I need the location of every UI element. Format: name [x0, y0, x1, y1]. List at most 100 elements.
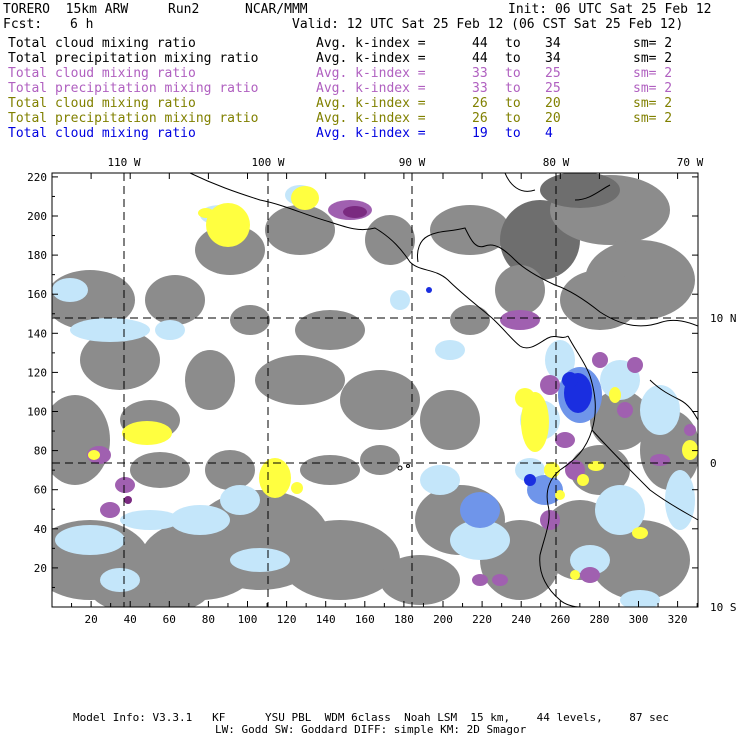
legend-row: Total cloud mixing ratio Avg. k-index = 19…	[8, 126, 728, 141]
fcst-label: Fcst:	[3, 17, 43, 32]
field-blob	[577, 474, 589, 486]
legend-to: 25	[545, 66, 561, 81]
field-blob	[527, 475, 563, 505]
x-tick-label: 60	[163, 613, 176, 626]
legend-sm: sm= 2	[633, 36, 673, 51]
lon-label: 80 W	[543, 156, 570, 169]
field-blob	[198, 208, 214, 218]
y-tick-label: 220	[27, 171, 47, 184]
legend-to-word: to	[505, 36, 521, 51]
field-blob	[632, 527, 648, 539]
legend-row: Total cloud mixing ratio Avg. k-index = 26…	[8, 96, 728, 111]
field-blob	[560, 270, 640, 330]
cloud-fields	[52, 173, 698, 607]
x-tick-label: 300	[629, 613, 649, 626]
field-blob	[555, 432, 575, 448]
lon-label: 110 W	[107, 156, 140, 169]
legend-from: 33	[472, 81, 488, 96]
galapagos-island	[397, 465, 403, 471]
coastline	[189, 173, 569, 349]
legend-to-word: to	[505, 111, 521, 126]
field-blob	[590, 390, 650, 450]
legend-to: 34	[545, 36, 561, 51]
legend-field: Total cloud mixing ratio	[8, 66, 196, 81]
field-blob	[70, 318, 150, 342]
field-blob	[55, 525, 125, 555]
coastlines	[189, 173, 698, 607]
field-blob	[100, 502, 120, 518]
lat-label: 10 N	[710, 312, 737, 325]
field-blob	[206, 203, 250, 247]
coastline	[417, 227, 698, 327]
legend-index: Avg. k-index =	[316, 96, 426, 111]
coastline	[539, 335, 596, 607]
field-blob	[170, 505, 230, 535]
field-blob	[562, 372, 578, 388]
legend-to-word: to	[505, 66, 521, 81]
legend-field: Total cloud mixing ratio	[8, 126, 196, 141]
y-tick-label: 140	[27, 327, 47, 340]
field-blob	[540, 375, 560, 395]
field-blob	[220, 485, 260, 515]
x-tick-label: 260	[550, 613, 570, 626]
legend-field: Total precipitation mixing ratio	[8, 51, 259, 66]
coastline	[504, 173, 536, 192]
field-blob	[380, 555, 460, 605]
lon-label: 90 W	[399, 156, 426, 169]
legend-to: 4	[545, 126, 553, 141]
map-frame	[51, 172, 699, 608]
x-tick-label: 20	[84, 613, 97, 626]
field-blob	[291, 482, 303, 494]
x-tick-label: 120	[277, 613, 297, 626]
init-time: Init: 06 UTC Sat 25 Feb 12	[508, 2, 712, 17]
field-blob	[495, 265, 545, 315]
field-blob	[620, 590, 660, 607]
legend-row: Total cloud mixing ratio Avg. k-index = 44…	[8, 36, 728, 51]
legend-to: 20	[545, 111, 561, 126]
field-blob	[52, 395, 110, 485]
x-tick-label: 80	[202, 613, 215, 626]
legend-from: 44	[472, 51, 488, 66]
y-tick-label: 200	[27, 210, 47, 223]
legend-to-word: to	[505, 51, 521, 66]
x-tick-label: 160	[355, 613, 375, 626]
field-blob	[640, 385, 680, 435]
field-blob	[540, 173, 620, 208]
x-tick-label: 100	[238, 613, 258, 626]
coastline	[591, 429, 698, 521]
field-blob	[595, 485, 645, 535]
footer-physics-info: LW: Godd SW: Goddard DIFF: simple KM: 2D…	[215, 723, 527, 736]
field-blob	[515, 388, 535, 408]
field-blob	[300, 455, 360, 485]
field-blob	[430, 205, 510, 255]
legend-field: Total precipitation mixing ratio	[8, 81, 259, 96]
x-tick-label: 240	[511, 613, 531, 626]
field-blob	[450, 305, 490, 335]
field-blob	[426, 287, 432, 293]
valid-time: Valid: 12 UTC Sat 25 Feb 12 (06 CST Sat …	[292, 17, 684, 32]
galapagos-island	[406, 464, 410, 468]
x-tick-label: 140	[316, 613, 336, 626]
coastline	[649, 379, 698, 421]
field-blob	[100, 568, 140, 592]
legend-field: Total precipitation mixing ratio	[8, 111, 259, 126]
field-blob	[682, 440, 698, 460]
field-blob	[492, 574, 508, 586]
lat-lon-grid	[52, 173, 698, 607]
legend-index: Avg. k-index =	[316, 36, 426, 51]
legend-index: Avg. k-index =	[316, 126, 426, 141]
legend-to-word: to	[505, 126, 521, 141]
legend-index: Avg. k-index =	[316, 51, 426, 66]
legend-from: 26	[472, 96, 488, 111]
field-blob	[115, 477, 135, 493]
legend-index: Avg. k-index =	[316, 81, 426, 96]
legend-index: Avg. k-index =	[316, 66, 426, 81]
field-blob	[472, 574, 488, 586]
field-blob	[365, 215, 415, 265]
field-blob	[460, 492, 500, 528]
field-blob	[291, 186, 319, 210]
legend-sm: sm= 2	[633, 96, 673, 111]
y-tick-label: 120	[27, 366, 47, 379]
field-blob	[280, 520, 400, 600]
legend-field: Total cloud mixing ratio	[8, 36, 196, 51]
